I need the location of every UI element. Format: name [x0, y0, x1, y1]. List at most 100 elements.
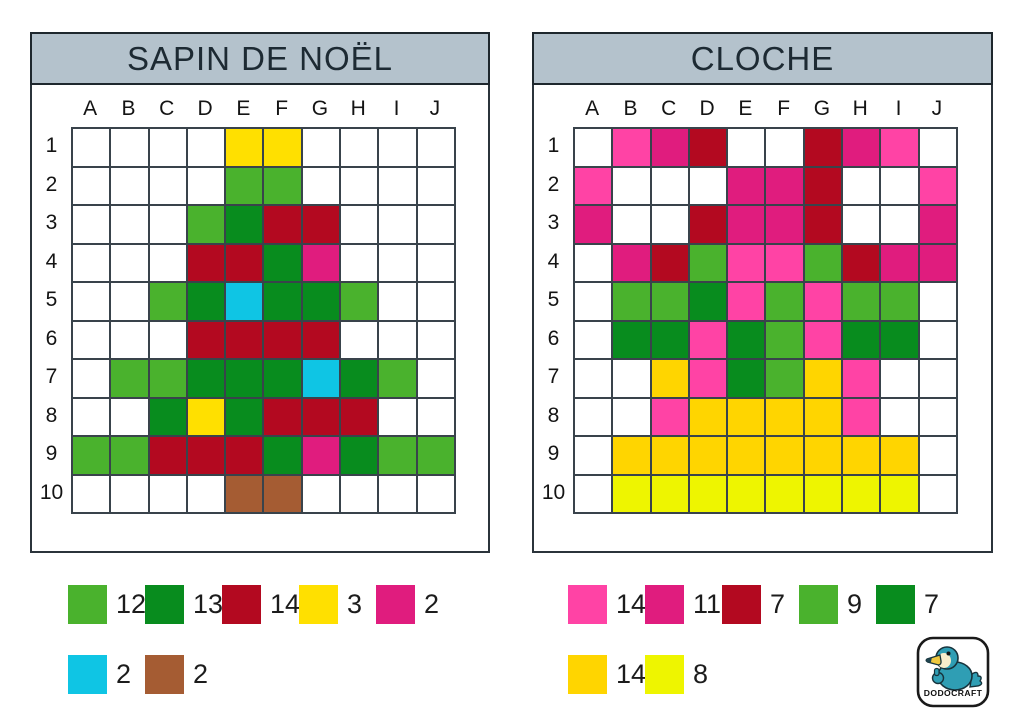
row-label-8: 8	[547, 403, 560, 427]
grid-cell-F3	[765, 205, 804, 244]
grid-cell-B2	[612, 166, 651, 205]
grid-cell-A9	[72, 436, 111, 475]
legend-count: 13	[193, 589, 224, 619]
legend-sapin-row-1: 12 13 14 3 2	[68, 585, 453, 624]
column-label-I: I	[393, 97, 400, 120]
grid-cell-F7	[765, 359, 804, 398]
grid-cell-F10	[263, 474, 302, 513]
grid-cell-G5	[803, 282, 843, 321]
legend-swatch-dark-red	[222, 585, 261, 624]
grid-cell-I3	[880, 205, 919, 244]
grid-cell-I8	[880, 397, 919, 436]
grid-cell-C5	[650, 282, 689, 321]
grid-cell-I4	[378, 243, 417, 282]
grid-cell-F10	[765, 474, 804, 513]
column-label-D: D	[699, 97, 715, 120]
grid-cell-I2	[880, 166, 919, 205]
grid-cell-F2	[263, 166, 302, 205]
grid-cell-I1	[880, 128, 919, 167]
grid-cell-E4	[225, 243, 264, 282]
grid-cell-C8	[148, 397, 187, 436]
legend-item-dark-green: 7	[876, 585, 953, 624]
grid-cell-H6	[842, 320, 881, 359]
grid-cell-H3	[340, 205, 379, 244]
grid-cell-D6	[688, 320, 728, 359]
grid-cell-E3	[225, 205, 264, 244]
column-label-G: G	[813, 97, 831, 120]
legend-swatch-lemon-yellow	[645, 655, 684, 694]
grid-cell-J5	[416, 282, 455, 321]
grid-cell-A3	[574, 205, 613, 244]
grid-cell-H6	[340, 320, 379, 359]
grid-cell-E5	[727, 282, 766, 321]
grid-cell-F9	[263, 436, 302, 475]
legend-swatch-magenta-pink	[645, 585, 684, 624]
grid-cell-C3	[148, 205, 187, 244]
grid-cell-D1	[688, 128, 728, 167]
grid-cell-J7	[918, 359, 957, 398]
grid-cell-J2	[416, 166, 455, 205]
row-label-5: 5	[45, 288, 58, 312]
grid-cell-H1	[842, 128, 881, 167]
grid-cell-G2	[301, 166, 341, 205]
legend-count: 9	[847, 589, 863, 619]
row-label-3: 3	[45, 211, 58, 235]
grid-cell-C7	[650, 359, 689, 398]
row-label-1: 1	[547, 134, 560, 158]
sheet-title: CLOCHE	[690, 40, 835, 77]
grid-cell-I8	[378, 397, 417, 436]
grid-cell-A3	[72, 205, 111, 244]
row-label-5: 5	[547, 288, 560, 312]
pixel-grid	[573, 127, 958, 514]
grid-cell-J1	[918, 128, 957, 167]
grid-cell-D1	[186, 128, 226, 167]
grid-cell-F2	[765, 166, 804, 205]
grid-cell-C8	[650, 397, 689, 436]
grid-cell-G3	[803, 205, 843, 244]
row-labels: 1 2 3 4 5 6 7 8 9 10	[534, 127, 573, 514]
legend-item-gold-yellow: 14	[568, 655, 646, 694]
column-label-G: G	[311, 97, 329, 120]
legend-item-brown: 2	[145, 655, 222, 694]
legend-item-dark-red: 14	[222, 585, 300, 624]
grid-cell-D8	[688, 397, 728, 436]
grid-cell-I9	[880, 436, 919, 475]
grid-cell-G9	[803, 436, 843, 475]
grid-cell-G1	[803, 128, 843, 167]
grid-cell-D9	[186, 436, 226, 475]
grid-cell-E6	[727, 320, 766, 359]
grid-cell-C1	[650, 128, 689, 167]
grid-cell-I5	[378, 282, 417, 321]
grid-cell-J5	[918, 282, 957, 321]
legend-item-magenta-pink: 11	[645, 585, 722, 624]
grid-cell-C10	[650, 474, 689, 513]
grid-cell-H9	[340, 436, 379, 475]
grid-cell-F4	[263, 243, 302, 282]
column-label-H: H	[350, 97, 366, 120]
grid-cell-C5	[148, 282, 187, 321]
grid-cell-A7	[72, 359, 111, 398]
legend-item-dark-red: 7	[722, 585, 799, 624]
column-label-F: F	[275, 97, 289, 120]
sheet-title-bar: SAPIN DE NOËL	[30, 32, 490, 85]
grid-cell-D7	[186, 359, 226, 398]
legend-item-light-green: 9	[799, 585, 876, 624]
grid-cell-H7	[842, 359, 881, 398]
legend-swatch-light-green	[799, 585, 838, 624]
grid-cell-C2	[650, 166, 689, 205]
row-label-6: 6	[45, 326, 58, 350]
grid-cell-I4	[880, 243, 919, 282]
grid-cell-J6	[918, 320, 957, 359]
grid-cell-I10	[880, 474, 919, 513]
column-label-F: F	[777, 97, 791, 120]
row-label-9: 9	[547, 442, 560, 466]
grid-cell-A8	[574, 397, 613, 436]
row-label-3: 3	[547, 211, 560, 235]
grid-cell-F1	[765, 128, 804, 167]
grid-cell-H5	[842, 282, 881, 321]
legend-count: 8	[693, 659, 709, 689]
grid-cell-J8	[416, 397, 455, 436]
grid-cell-B3	[110, 205, 149, 244]
grid-cell-I1	[378, 128, 417, 167]
